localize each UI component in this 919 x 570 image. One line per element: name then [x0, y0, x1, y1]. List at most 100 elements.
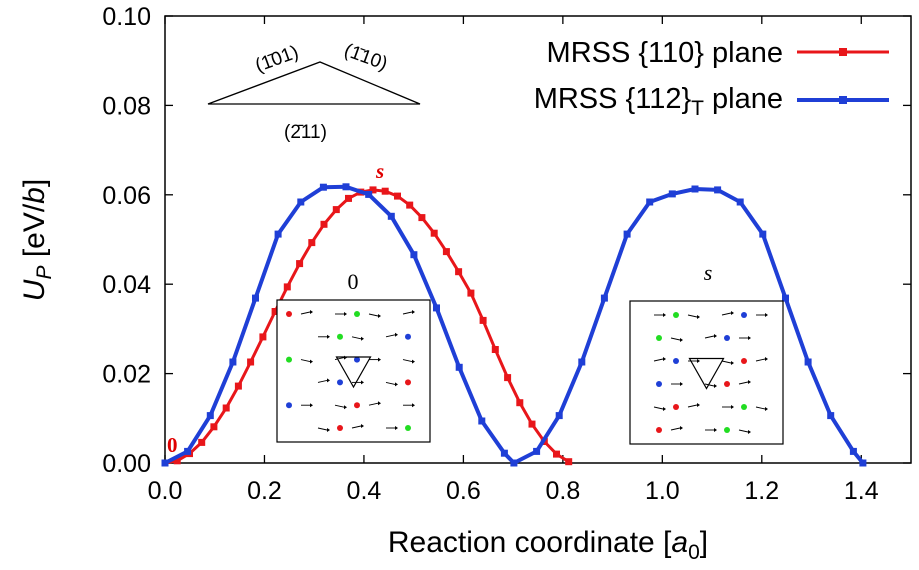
series-0-point — [394, 192, 401, 200]
lattice-triangle — [335, 356, 372, 389]
series-0-point — [369, 186, 377, 194]
series-1-point — [804, 358, 812, 366]
series-1-point — [229, 358, 237, 366]
lattice-arrowhead — [395, 382, 398, 387]
lattice-atom — [354, 402, 360, 409]
lattice-atom — [656, 335, 662, 341]
lattice-arrow — [653, 358, 664, 362]
series-1-point — [319, 183, 327, 191]
annotation-s: s — [375, 159, 384, 183]
x-tick-label: 0.0 — [148, 477, 183, 505]
series-1-point — [184, 447, 192, 455]
lattice-arrowhead — [697, 359, 700, 363]
lattice-arrowhead — [680, 382, 683, 386]
y-axis-unit: eV/ — [18, 203, 51, 249]
lattice-atom — [337, 333, 343, 340]
series-0-point — [381, 187, 389, 195]
lattice-arrow — [721, 312, 732, 316]
lattice-arrowhead — [765, 407, 768, 411]
lattice-arrowhead — [344, 312, 347, 316]
axis-ticks: 0.0 0.2 0.4 0.6 0.8 1.0 1.2 1.4 0.00 0.02 0.04 0.06… — [102, 3, 911, 505]
series-1-point — [297, 198, 305, 206]
lattice-arrowhead — [344, 405, 347, 410]
series-0-point — [491, 346, 499, 353]
lattice-arrowhead — [748, 380, 751, 384]
series-0-point — [296, 260, 304, 268]
lattice-arrow — [738, 381, 749, 385]
series-1-point — [691, 185, 699, 193]
series-0-point — [234, 382, 242, 390]
x-tick-label: 1.0 — [645, 477, 680, 505]
lattice-arrowhead — [361, 380, 364, 385]
lattice-arrowhead — [680, 338, 683, 342]
lattice-atom — [656, 381, 662, 387]
lattice-arrow — [300, 311, 311, 315]
lattice-atom — [673, 358, 679, 364]
series-0-point — [259, 333, 267, 341]
series-1-point — [600, 294, 608, 302]
lattice-arrow — [317, 427, 328, 431]
legend-marker-112T — [839, 96, 847, 104]
series-1-point — [646, 198, 654, 206]
lattice-atom — [724, 427, 730, 433]
y-axis-symbol-sub: P — [33, 266, 56, 280]
inset-right-frame — [629, 300, 784, 445]
x-axis-label-text: Reaction coordinate — [388, 526, 655, 559]
series-1-point — [736, 198, 744, 206]
lattice-atom — [724, 335, 730, 341]
legend-label-110: MRSS {110} plane — [547, 37, 783, 69]
lattice-arrowhead — [412, 359, 415, 364]
series-1-point — [252, 294, 259, 302]
lattice-arrow — [704, 335, 715, 339]
lattice-arrow — [704, 383, 715, 387]
triangle-shape — [207, 61, 421, 105]
lattice-atom — [724, 381, 730, 387]
lattice-arrow — [755, 358, 766, 362]
inset-right-label: s — [704, 260, 713, 285]
lattice-atom — [337, 425, 343, 431]
lattice-arrow — [351, 425, 362, 429]
series-0-point — [332, 206, 340, 214]
series-0-point — [479, 316, 487, 324]
series-1-point — [410, 251, 418, 259]
x-tick-label: 1.2 — [744, 477, 779, 505]
series-0-point — [455, 268, 463, 276]
lattice-arrow — [351, 336, 362, 340]
lattice-arrow — [670, 427, 681, 431]
lattice-arrow — [402, 311, 413, 315]
lattice-arrowhead — [714, 334, 717, 338]
series-0-point — [210, 423, 218, 431]
lattice-arrowhead — [412, 403, 415, 408]
x-tick-label: 0.2 — [247, 477, 282, 505]
series-1-point — [206, 412, 214, 420]
lattice-arrowhead — [361, 336, 364, 341]
series-0-point — [271, 308, 279, 315]
series-0-point — [504, 374, 512, 382]
lattice-atom — [286, 356, 292, 363]
series-layer — [161, 183, 867, 467]
y-axis-symbol: U — [18, 279, 51, 301]
lattice-arrowhead — [697, 403, 700, 407]
lattice-arrowhead — [765, 313, 768, 317]
series-1-point — [714, 186, 722, 194]
lattice-arrow — [368, 313, 379, 317]
lattice-arrowhead — [327, 378, 330, 383]
lattice-arrowhead — [395, 332, 398, 337]
series-0-point — [320, 220, 328, 228]
lattice-arrow — [368, 402, 379, 406]
series-1-point — [623, 230, 631, 238]
lattice-arrow — [687, 314, 698, 318]
lattice-atom — [337, 379, 343, 386]
triangle-diagram: (1̄01) (1̄10) (2̄11) — [207, 40, 421, 143]
series-0-point — [345, 194, 352, 202]
lattice-atom — [673, 312, 679, 318]
lattice-arrowhead — [663, 313, 666, 317]
lattice-arrowhead — [680, 426, 683, 430]
series-1-point — [782, 294, 789, 302]
series-0-point — [418, 214, 426, 222]
series-1-point — [859, 459, 867, 467]
x-tick-label: 0.4 — [347, 477, 382, 505]
y-tick-label: 0.02 — [102, 361, 151, 389]
y-tick-label: 0.08 — [102, 92, 151, 120]
series-0-point — [308, 239, 316, 247]
